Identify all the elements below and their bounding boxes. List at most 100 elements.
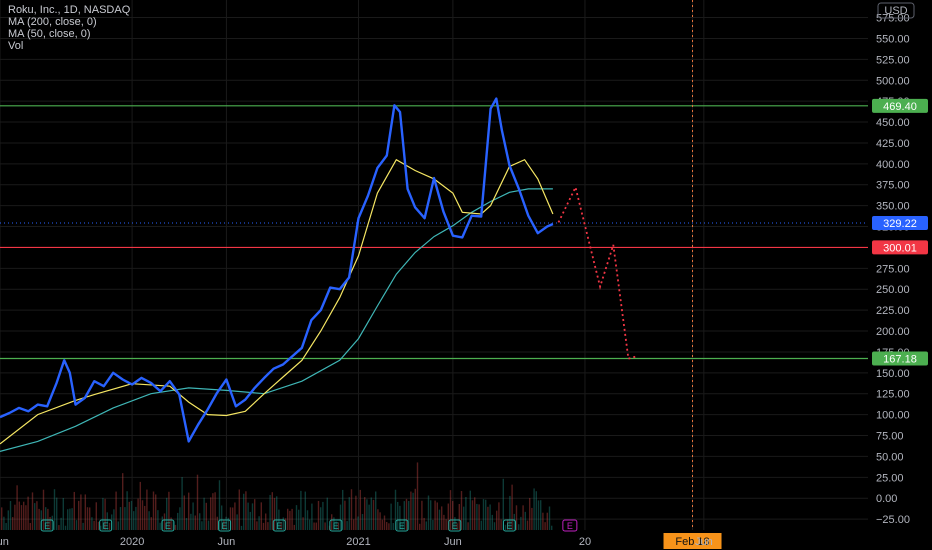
level-tag-bg bbox=[872, 240, 928, 255]
volume-bar bbox=[309, 519, 311, 530]
volume-bar bbox=[405, 498, 408, 530]
volume-bar bbox=[504, 524, 507, 530]
volume-bar bbox=[146, 489, 148, 530]
horizontal-levels[interactable] bbox=[0, 105, 868, 360]
volume-bar bbox=[531, 507, 533, 530]
volume-bar bbox=[29, 522, 31, 530]
volume-bar bbox=[75, 520, 78, 530]
volume-bar bbox=[240, 525, 243, 530]
time-axis[interactable]: Jun 2020 Jun 2021 Jun 20 Jun bbox=[0, 536, 713, 548]
y-tick-label: 375.00 bbox=[876, 180, 910, 192]
volume-bar bbox=[20, 505, 23, 530]
y-tick-label: 200.00 bbox=[876, 326, 910, 338]
current-price-tag: 329.22 bbox=[883, 218, 917, 230]
volume-bar bbox=[324, 522, 326, 530]
volume-bar bbox=[91, 517, 93, 530]
volume-bar bbox=[45, 507, 47, 530]
volume-bar bbox=[436, 502, 438, 530]
projection-path bbox=[557, 184, 639, 360]
volume-bar bbox=[150, 517, 152, 530]
volume-bar bbox=[25, 505, 27, 530]
volume-bar bbox=[359, 489, 361, 530]
legend-symbol-title[interactable]: Roku, Inc., 1D, NASDAQ bbox=[8, 4, 131, 16]
volume-bar bbox=[1, 507, 3, 530]
volume-bar bbox=[302, 517, 304, 530]
volume-bar bbox=[333, 517, 335, 530]
volume-bar bbox=[399, 505, 401, 530]
y-tick-label: 450.00 bbox=[876, 117, 910, 129]
legend-ma50[interactable]: MA (50, close, 0) bbox=[8, 28, 91, 40]
volume-bar bbox=[346, 521, 348, 530]
volume-bar bbox=[100, 525, 102, 530]
volume-bar bbox=[260, 502, 262, 530]
price-axis[interactable]: 575.00550.00525.00500.00475.00450.00425.… bbox=[876, 2, 915, 526]
volume-bar bbox=[190, 513, 192, 530]
volume-bar bbox=[247, 502, 249, 530]
legend: Roku, Inc., 1D, NASDAQ MA (200, close, 0… bbox=[8, 4, 130, 52]
volume-bar bbox=[441, 506, 443, 530]
volume-bar bbox=[452, 501, 454, 530]
volume-bar bbox=[243, 493, 245, 530]
volume-bar bbox=[491, 514, 493, 530]
earnings-marker-label: E bbox=[452, 521, 458, 531]
volume-bar bbox=[126, 491, 128, 530]
volume-bar bbox=[447, 503, 449, 530]
volume-bar bbox=[342, 489, 344, 530]
volume-bar bbox=[551, 525, 553, 530]
legend-vol[interactable]: Vol bbox=[8, 40, 24, 52]
volume-bar bbox=[3, 516, 5, 530]
volume-bar bbox=[163, 513, 166, 530]
volume-bar bbox=[317, 500, 320, 530]
volume-bar bbox=[214, 492, 216, 530]
volume-bar bbox=[350, 489, 353, 530]
earnings-marker bbox=[502, 519, 516, 532]
volume-bar bbox=[511, 484, 513, 530]
volume-bar bbox=[236, 514, 238, 530]
volume-bars bbox=[1, 462, 553, 530]
volume-bar bbox=[509, 495, 511, 530]
volume-bar bbox=[93, 520, 95, 530]
volume-bar bbox=[227, 517, 229, 530]
volume-bar bbox=[69, 508, 71, 530]
volume-bar bbox=[14, 504, 16, 530]
volume-bar bbox=[225, 516, 227, 530]
volume-bar bbox=[113, 509, 115, 530]
volume-bar bbox=[438, 509, 441, 530]
volume-bar bbox=[469, 490, 471, 530]
price-tags: 469.40 300.01 167.18 329.22 bbox=[872, 98, 928, 366]
volume-bar bbox=[49, 517, 51, 530]
volume-bar bbox=[218, 480, 221, 530]
volume-bar bbox=[42, 489, 45, 530]
future-earnings-marker bbox=[562, 519, 578, 532]
volume-bar bbox=[128, 501, 130, 530]
volume-bar bbox=[141, 500, 144, 530]
volume-bar bbox=[86, 507, 89, 530]
future-earnings-label: E bbox=[567, 521, 573, 531]
legend-ma200[interactable]: MA (200, close, 0) bbox=[8, 16, 97, 28]
volume-bar bbox=[546, 512, 548, 530]
volume-bar bbox=[372, 499, 375, 530]
y-tick-label: 525.00 bbox=[876, 54, 910, 66]
volume-bar bbox=[493, 522, 496, 530]
volume-bar bbox=[326, 497, 328, 530]
volume-bar bbox=[95, 502, 97, 530]
level-tag: 300.01 bbox=[883, 242, 917, 254]
volume-bar bbox=[56, 497, 58, 530]
volume-bar bbox=[166, 497, 168, 530]
earnings-marker bbox=[218, 519, 232, 532]
volume-bar bbox=[212, 493, 214, 530]
volume-bar bbox=[306, 510, 309, 530]
level-tag-bg bbox=[872, 351, 928, 366]
volume-bar bbox=[232, 507, 234, 530]
volume-bar bbox=[271, 492, 273, 530]
volume-bar bbox=[289, 510, 291, 530]
volume-bar bbox=[137, 498, 139, 530]
volume-bar bbox=[383, 515, 386, 530]
volume-bar bbox=[392, 523, 394, 530]
volume-bar bbox=[364, 497, 366, 530]
volume-bar bbox=[304, 491, 306, 530]
x-tick-label: Jun bbox=[444, 536, 462, 548]
volume-bar bbox=[474, 497, 476, 530]
